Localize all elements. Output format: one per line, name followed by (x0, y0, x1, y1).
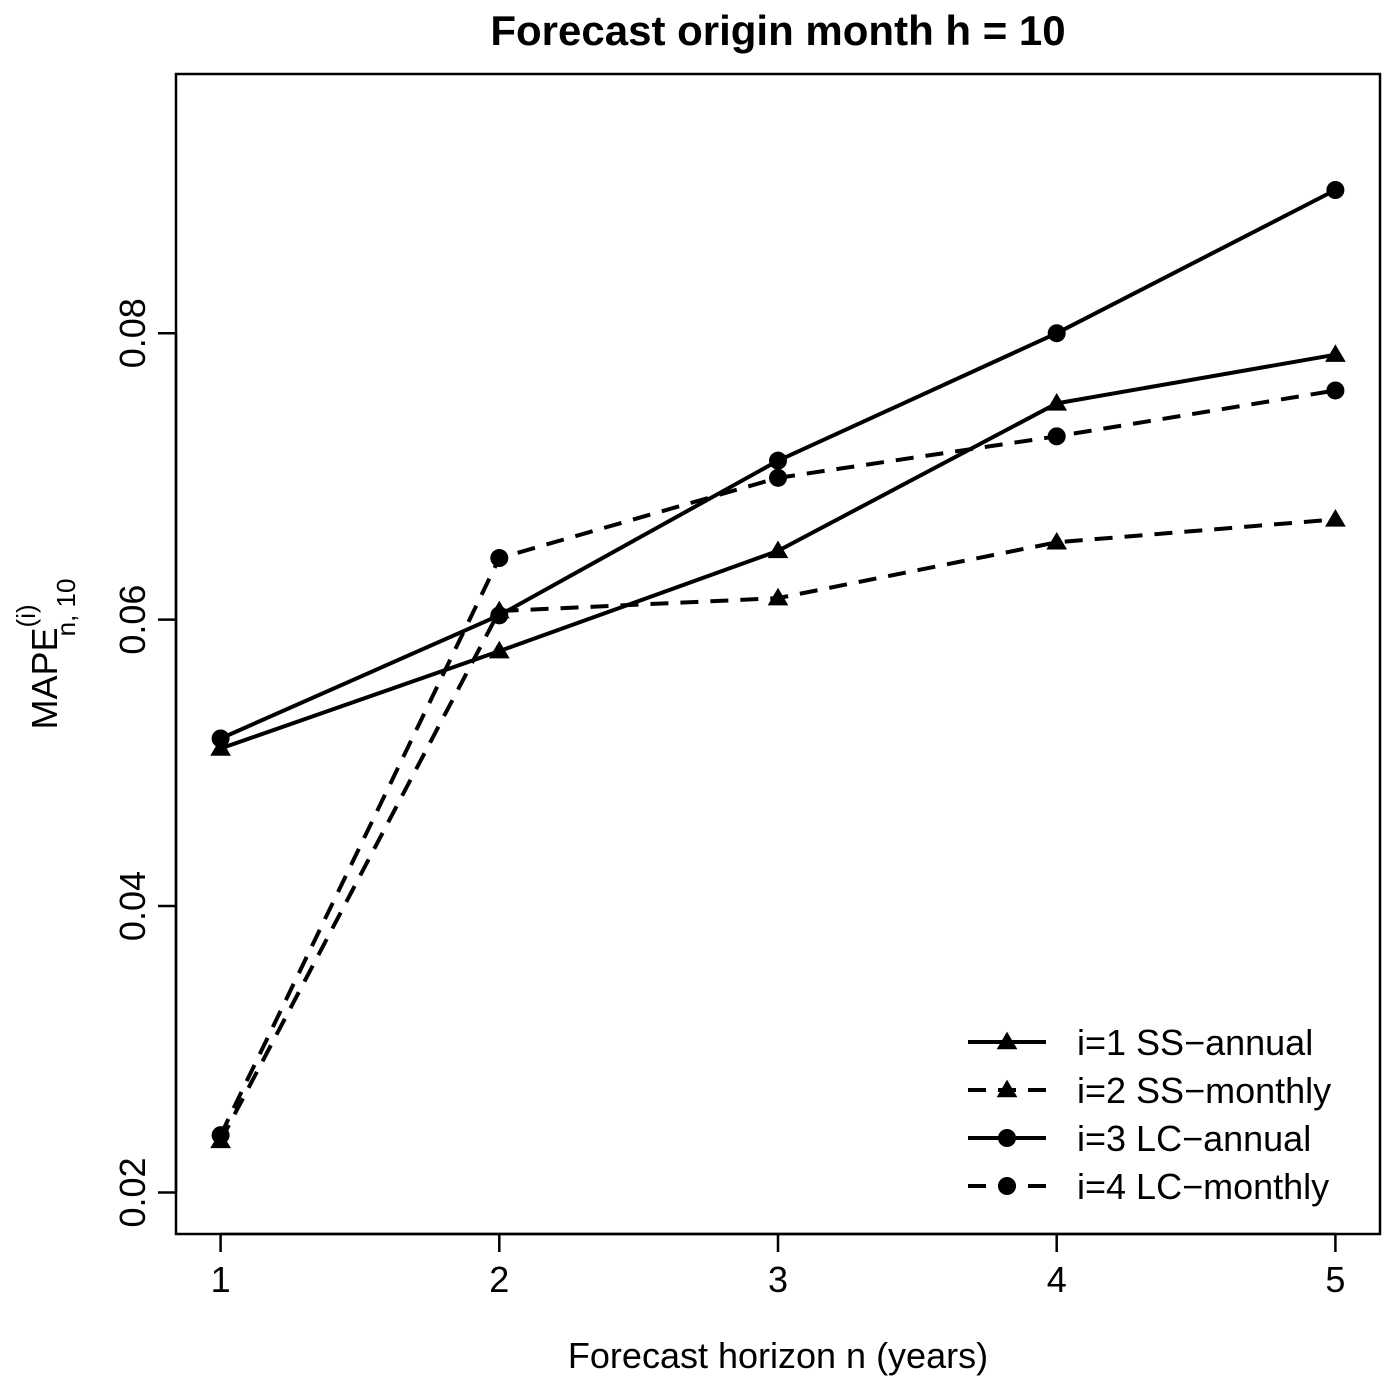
y-axis-label-base: MAPE (24, 627, 65, 729)
x-tick-label: 1 (211, 1259, 231, 1300)
data-point (769, 451, 787, 470)
data-point (1047, 324, 1066, 343)
data-point (1046, 393, 1068, 411)
legend-label: i=3 LC−annual (1077, 1118, 1311, 1159)
legend-item: i=3 LC−annual (968, 1118, 1311, 1159)
data-point (1326, 181, 1345, 199)
legend-item: i=4 LC−monthly (968, 1166, 1329, 1207)
series-1 (210, 344, 1346, 756)
data-point (1046, 531, 1068, 550)
data-point (211, 1126, 230, 1145)
legend-marker (998, 1129, 1016, 1147)
data-point (1325, 509, 1346, 527)
y-axis-label: MAPE(i) n, 10 (11, 579, 81, 730)
legend-label: i=1 SS−annual (1077, 1022, 1313, 1063)
x-tick-label: 3 (768, 1259, 788, 1300)
y-tick-label: 0.04 (112, 871, 153, 941)
x-tick-label: 4 (1047, 1259, 1067, 1300)
x-axis-label: Forecast horizon n (years) (568, 1335, 988, 1376)
legend-marker (996, 1079, 1018, 1098)
y-tick-label: 0.06 (112, 585, 153, 655)
legend-item: i=1 SS−annual (968, 1022, 1313, 1063)
data-point (490, 549, 509, 568)
legend-item: i=2 SS−monthly (968, 1070, 1331, 1111)
series-4 (211, 381, 1345, 1145)
legend: i=1 SS−annual i=2 SS−monthly i=3 LC−annual… (968, 1022, 1331, 1207)
x-axis: 1 2 3 4 5 (211, 1232, 1345, 1300)
data-point (767, 587, 789, 606)
y-tick-label: 0.02 (112, 1157, 153, 1227)
x-tick-label: 5 (1325, 1259, 1345, 1300)
data-point (769, 468, 787, 487)
legend-label: i=2 SS−monthly (1077, 1070, 1331, 1111)
x-tick-label: 2 (489, 1259, 509, 1300)
data-point (1325, 344, 1346, 362)
series-3 (211, 181, 1345, 748)
data-point (488, 640, 510, 659)
series-layer (210, 181, 1346, 1149)
y-tick-label: 0.08 (112, 298, 153, 368)
data-point (1326, 381, 1345, 400)
data-point (1047, 427, 1066, 446)
y-axis-label-subscript: n, 10 (51, 579, 81, 637)
y-axis: 0.02 0.04 0.06 0.08 (112, 298, 178, 1228)
data-point (211, 729, 230, 748)
chart-title: Forecast origin month h = 10 (490, 7, 1065, 54)
data-point (767, 540, 789, 559)
legend-label: i=4 LC−monthly (1077, 1166, 1329, 1207)
legend-marker (998, 1177, 1016, 1195)
legend-marker (996, 1031, 1018, 1050)
data-point (490, 606, 509, 625)
y-axis-label-superscript: (i) (11, 604, 41, 627)
